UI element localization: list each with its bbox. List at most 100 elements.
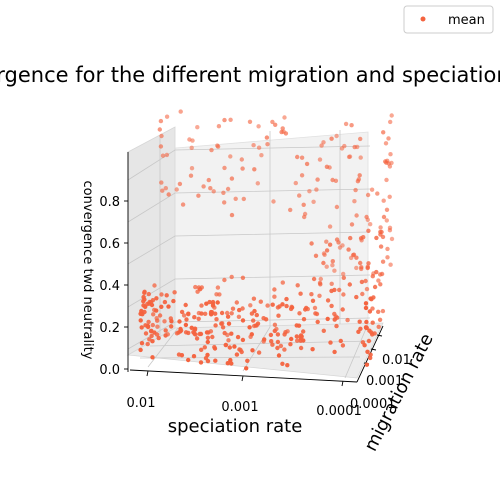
grid-floor-2 [242,326,271,372]
data-point [222,277,227,283]
data-point [351,252,357,257]
data-point [370,274,375,279]
data-point [236,314,242,319]
data-point [211,189,216,194]
data-point [302,214,307,220]
data-point [143,304,148,309]
data-point [164,293,169,298]
data-point [230,306,236,311]
data-point [198,360,204,365]
data-point [309,292,314,297]
data-point [384,207,390,212]
x-tick-0 [146,370,149,377]
data-point [177,319,182,324]
data-point [203,311,208,316]
data-point [381,130,386,135]
data-point [188,173,194,178]
data-point [178,109,183,114]
data-point [166,192,171,197]
data-point [241,196,246,202]
legend-frame [403,5,494,34]
y-tick-2 [376,334,383,337]
data-point [363,325,369,330]
data-point [324,248,330,253]
data-point [365,265,370,271]
data-point [219,321,224,326]
data-point [368,222,373,227]
data-point [376,278,381,283]
data-point [189,166,195,171]
data-point [191,354,197,359]
data-point [321,328,326,333]
x-axis-label: speciation rate [168,416,303,437]
data-point [321,260,326,266]
data-point [324,164,330,169]
data-point [385,255,390,260]
data-point [272,322,278,327]
data-point [385,246,390,252]
data-point [264,135,270,140]
data-point [205,335,211,340]
data-point [358,260,363,266]
grid-lines [127,130,373,379]
y-tick-1 [370,348,377,351]
data-point [229,176,235,181]
data-point [272,287,277,292]
data-point [229,361,234,366]
data-point [345,317,350,323]
z-tick-label: 0.6 [99,237,120,252]
data-point [255,181,260,186]
data-point [321,251,327,256]
data-point [299,155,305,160]
data-point [149,302,155,308]
data-point [278,343,284,349]
data-point [222,165,227,171]
x-tick-label: 0.01 [127,396,156,411]
data-point [295,154,300,160]
data-point [386,136,391,141]
data-point [240,306,245,311]
axes-panes [126,126,384,379]
data-point [340,343,346,348]
data-point [360,291,365,297]
data-point [139,341,145,346]
data-point [256,145,262,150]
data-point [192,327,198,332]
data-point [169,324,174,329]
z-tick-label: 0.4 [99,279,120,294]
series-mean-points [138,109,395,371]
data-point [152,330,157,335]
data-point [259,153,264,158]
x-axis-line [129,369,358,383]
data-point [196,193,201,198]
data-point [248,303,253,308]
data-point [358,155,363,160]
data-point [367,309,373,314]
data-point [341,292,346,297]
data-point [251,296,257,301]
data-point [143,331,149,336]
data-point [192,315,197,320]
data-point [206,177,211,183]
data-point [196,316,201,321]
data-point [150,298,156,303]
data-point [213,358,218,363]
data-point [282,332,287,337]
data-point [334,237,340,242]
data-point [334,204,340,210]
data-point [332,287,337,293]
data-point [213,311,218,316]
data-point [195,125,200,130]
data-point [156,335,161,341]
data-point [240,166,245,171]
data-point [222,117,227,123]
data-point [378,232,383,237]
data-point [252,167,257,172]
data-point [352,199,357,204]
data-point [315,319,320,325]
data-point [187,137,192,142]
data-point [341,271,346,277]
data-point [235,334,241,340]
data-point [142,297,147,302]
data-point [198,331,204,337]
